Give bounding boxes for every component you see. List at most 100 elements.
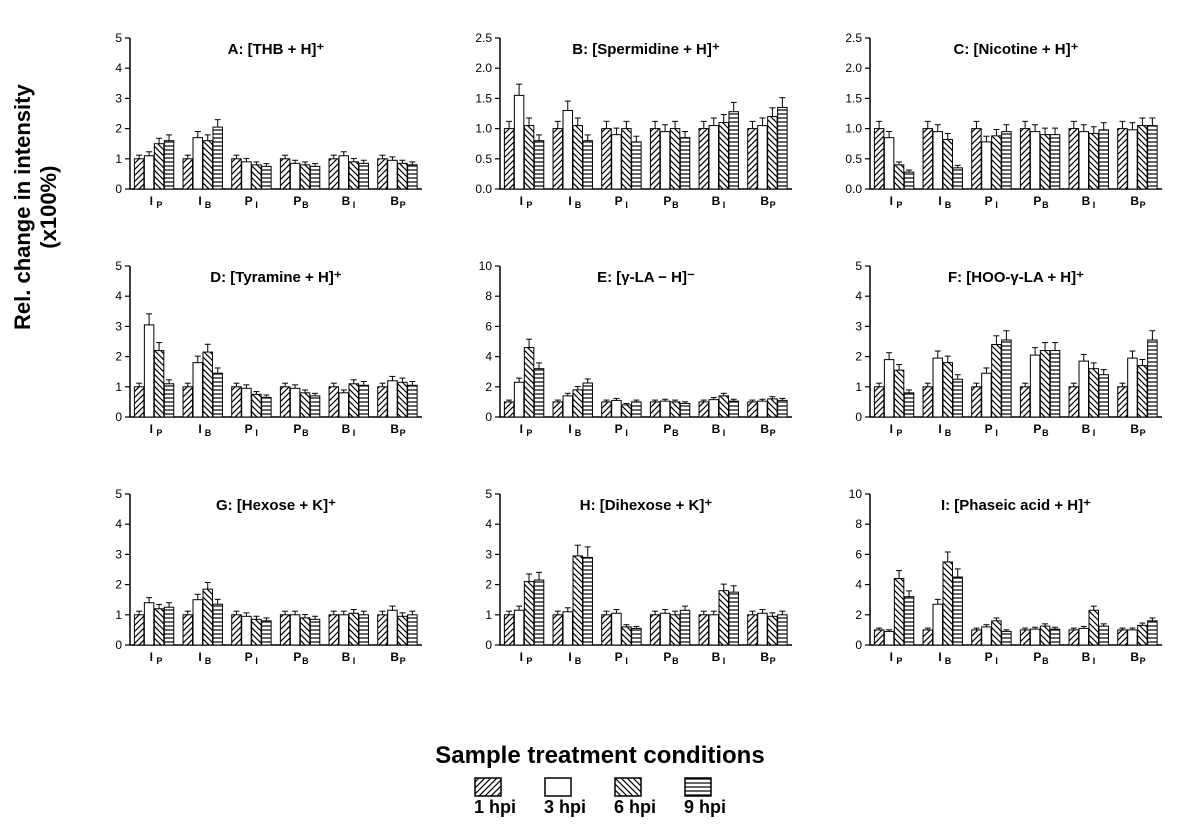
bar — [758, 401, 767, 417]
bar — [972, 387, 981, 417]
bar — [904, 172, 913, 189]
bar — [378, 615, 387, 645]
svg-text:I: I — [150, 650, 153, 664]
legend-label: 6 hpi — [614, 797, 656, 817]
bar — [660, 132, 669, 189]
bar — [923, 387, 932, 417]
bar — [388, 381, 397, 417]
svg-text:B: B — [760, 194, 769, 208]
bar — [953, 577, 962, 645]
svg-text:I: I — [353, 200, 356, 210]
svg-text:0: 0 — [855, 410, 862, 424]
bar — [252, 619, 261, 645]
legend-item: 9 hpi — [684, 777, 726, 818]
svg-text:1.0: 1.0 — [475, 122, 492, 136]
bar — [670, 615, 679, 645]
svg-text:I: I — [520, 650, 523, 664]
svg-text:2: 2 — [115, 578, 122, 592]
svg-text:B: B — [1130, 650, 1139, 664]
bar — [534, 141, 543, 189]
bar — [359, 385, 368, 417]
bar — [1002, 340, 1011, 417]
bar — [632, 628, 641, 645]
bar — [874, 387, 883, 417]
svg-text:0: 0 — [485, 638, 492, 652]
bar — [768, 399, 777, 417]
svg-text:B: B — [1130, 422, 1139, 436]
svg-text:I: I — [1093, 428, 1096, 438]
svg-text:B: B — [1042, 200, 1049, 210]
bar — [193, 363, 202, 417]
global-y-label: Rel. change in intensity(x100%) — [10, 84, 62, 330]
svg-text:4: 4 — [115, 61, 122, 75]
bar — [553, 402, 562, 417]
bar — [729, 112, 738, 189]
bar — [982, 142, 991, 189]
svg-text:I: I — [723, 428, 726, 438]
bar — [680, 403, 689, 417]
bar — [1079, 132, 1088, 189]
svg-text:0: 0 — [115, 638, 122, 652]
bar — [894, 165, 903, 189]
svg-text:P: P — [400, 200, 406, 210]
legend-item: 3 hpi — [544, 777, 586, 818]
svg-text:B: B — [302, 656, 309, 666]
bar — [300, 393, 309, 417]
bar — [583, 557, 592, 645]
global-x-label: Sample treatment conditions — [0, 742, 1200, 770]
bar — [972, 129, 981, 189]
svg-text:P: P — [896, 656, 902, 666]
bar — [514, 610, 523, 645]
bar — [709, 400, 718, 417]
svg-text:B: B — [672, 428, 679, 438]
svg-text:B: B — [712, 194, 721, 208]
bar — [632, 402, 641, 417]
svg-text:P: P — [770, 200, 776, 210]
bar — [1118, 129, 1127, 189]
svg-text:5: 5 — [855, 259, 862, 273]
bar — [1099, 130, 1108, 189]
svg-text:1: 1 — [115, 608, 122, 622]
bar — [280, 615, 289, 645]
svg-text:5: 5 — [115, 259, 122, 273]
bar — [748, 129, 757, 189]
bar — [1089, 133, 1098, 189]
panel-title: E: [γ-LA − H]⁻ — [597, 269, 695, 286]
bar — [904, 393, 913, 417]
svg-text:B: B — [712, 422, 721, 436]
bar — [1030, 132, 1039, 189]
bar — [504, 615, 513, 645]
bar — [408, 615, 417, 645]
bar — [972, 630, 981, 645]
svg-text:B: B — [945, 656, 952, 666]
panel-title: B: [Spermidine + H]⁺ — [572, 41, 720, 58]
bar — [262, 166, 271, 189]
bar — [310, 166, 319, 189]
bar — [1040, 135, 1049, 189]
svg-text:1.5: 1.5 — [475, 91, 492, 105]
bar — [768, 616, 777, 645]
svg-text:I: I — [995, 656, 998, 666]
bar — [349, 384, 358, 417]
svg-text:2: 2 — [855, 608, 862, 622]
svg-text:B: B — [1082, 422, 1091, 436]
bar — [894, 579, 903, 645]
svg-text:I: I — [1093, 656, 1096, 666]
bar — [650, 402, 659, 417]
bar — [1050, 629, 1059, 645]
svg-text:P: P — [985, 650, 993, 664]
svg-text:P: P — [663, 422, 671, 436]
svg-text:10: 10 — [849, 487, 863, 501]
svg-text:P: P — [896, 200, 902, 210]
svg-text:P: P — [1033, 194, 1041, 208]
panel-title: A: [THB + H]⁺ — [228, 41, 325, 58]
svg-text:I: I — [625, 428, 628, 438]
svg-text:B: B — [205, 656, 212, 666]
bar — [300, 618, 309, 645]
bar — [719, 396, 728, 417]
svg-text:I: I — [723, 200, 726, 210]
bar — [1002, 132, 1011, 189]
bar — [748, 402, 757, 417]
bar — [144, 325, 153, 417]
svg-text:I: I — [995, 428, 998, 438]
